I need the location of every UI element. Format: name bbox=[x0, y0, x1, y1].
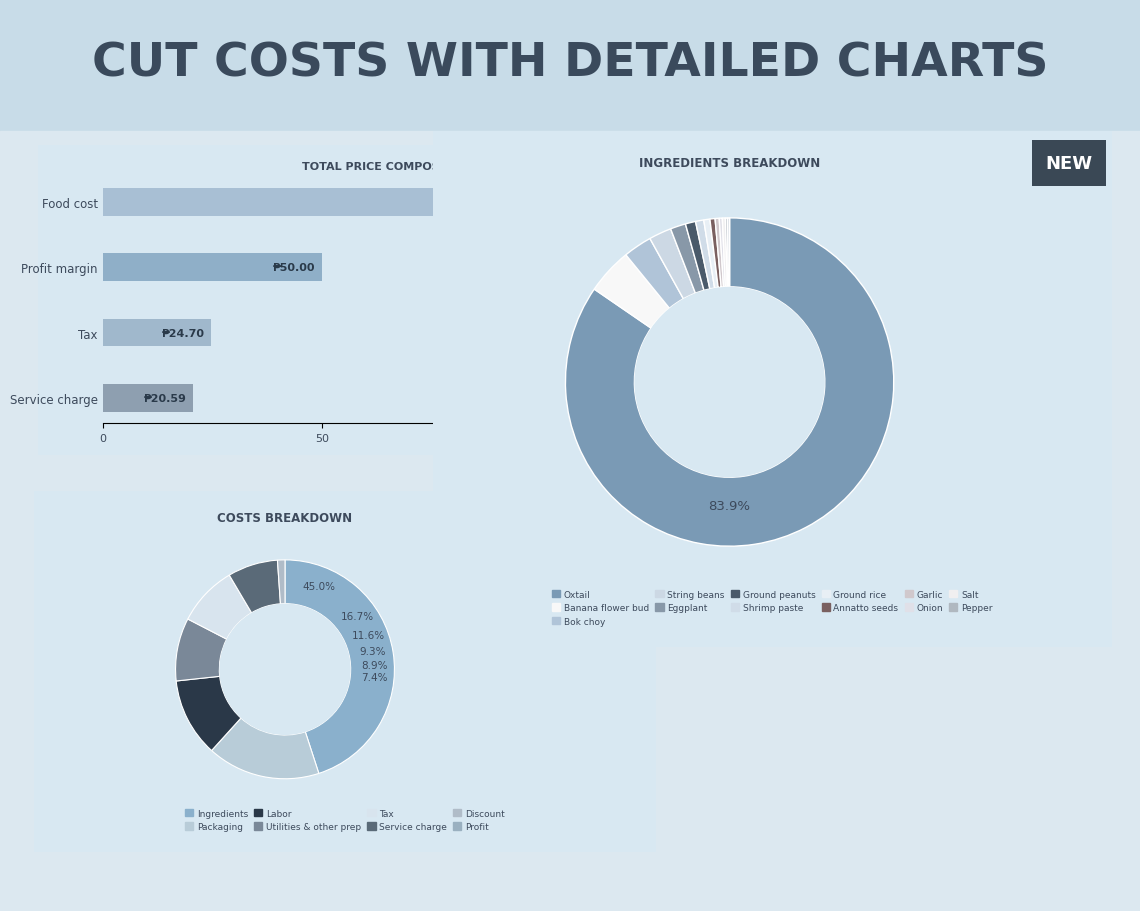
Text: CUT COSTS WITH DETAILED CHARTS: CUT COSTS WITH DETAILED CHARTS bbox=[91, 41, 1049, 87]
Wedge shape bbox=[565, 219, 894, 547]
Text: 7.4%: 7.4% bbox=[361, 672, 388, 682]
Legend: Ingredients, Packaging, Labor, Utilities & other prep, Tax, Service charge, Disc: Ingredients, Packaging, Labor, Utilities… bbox=[181, 805, 508, 834]
Text: 8.9%: 8.9% bbox=[361, 660, 388, 670]
Wedge shape bbox=[594, 255, 669, 329]
Wedge shape bbox=[727, 219, 730, 288]
Title: TOTAL PRICE COMPOSITION: TOTAL PRICE COMPOSITION bbox=[302, 161, 473, 171]
Text: 16.7%: 16.7% bbox=[341, 611, 374, 621]
Text: NEW: NEW bbox=[1045, 155, 1092, 173]
Text: ₱20.59: ₱20.59 bbox=[144, 394, 186, 404]
Text: 83.9%: 83.9% bbox=[709, 499, 750, 512]
Title: COSTS BREAKDOWN: COSTS BREAKDOWN bbox=[218, 512, 352, 525]
Wedge shape bbox=[176, 619, 227, 681]
Circle shape bbox=[634, 288, 825, 477]
Legend: Oxtail, Banana flower bud, Bok choy, String beans, Eggplant, Ground peanuts, Shr: Oxtail, Banana flower bud, Bok choy, Str… bbox=[548, 587, 996, 630]
Wedge shape bbox=[670, 225, 705, 294]
Wedge shape bbox=[177, 677, 241, 751]
Bar bbox=[103, 189, 785, 216]
Circle shape bbox=[219, 604, 351, 735]
Wedge shape bbox=[626, 240, 683, 309]
Title: INGREDIENTS BREAKDOWN: INGREDIENTS BREAKDOWN bbox=[640, 157, 820, 169]
Wedge shape bbox=[229, 560, 280, 613]
Wedge shape bbox=[723, 219, 727, 288]
Text: 9.3%: 9.3% bbox=[359, 646, 386, 656]
Wedge shape bbox=[277, 560, 285, 604]
Bar bbox=[103, 320, 211, 347]
Wedge shape bbox=[719, 219, 725, 288]
Wedge shape bbox=[650, 230, 695, 300]
Wedge shape bbox=[703, 220, 718, 289]
Wedge shape bbox=[710, 220, 722, 288]
Text: ₱50.00: ₱50.00 bbox=[272, 263, 316, 273]
Wedge shape bbox=[212, 718, 319, 779]
Text: 11.6%: 11.6% bbox=[351, 630, 384, 640]
Wedge shape bbox=[685, 222, 710, 291]
Bar bbox=[103, 385, 193, 413]
Text: 45.0%: 45.0% bbox=[303, 582, 336, 592]
Wedge shape bbox=[725, 219, 728, 288]
Wedge shape bbox=[715, 219, 724, 288]
Bar bbox=[103, 254, 321, 281]
Wedge shape bbox=[188, 576, 252, 640]
Wedge shape bbox=[695, 220, 715, 290]
Text: ₱24.70: ₱24.70 bbox=[162, 328, 204, 338]
Wedge shape bbox=[285, 560, 394, 773]
Text: ₱155.86: ₱155.86 bbox=[728, 198, 780, 208]
